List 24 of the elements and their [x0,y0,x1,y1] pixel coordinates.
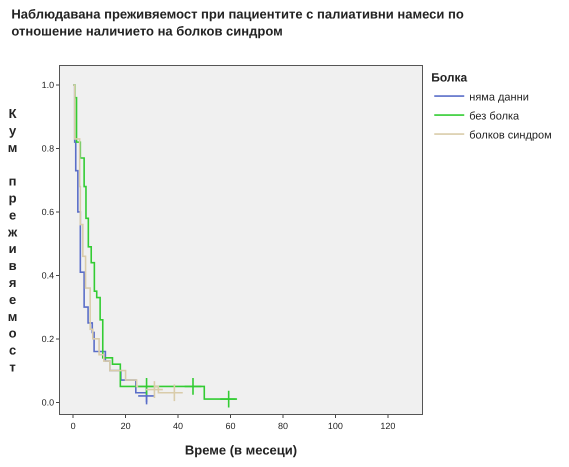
text: Кум преживяемост [8,106,18,374]
y-tick-label: 1.0 [42,80,54,90]
point [145,380,164,399]
legend-label: болков синдром [469,129,552,142]
point [137,377,156,396]
y-tick-label: 0.4 [42,270,54,281]
x-tick-label: 60 [226,420,236,431]
point [184,377,202,396]
x-tick-label: 120 [380,420,396,431]
y-tick-label: 0.2 [42,334,54,344]
x-tick-label: 100 [328,420,343,431]
chart-title: Наблюдавана преживяемост при пациентите с палиативни намеси по отношение наличието на болков синдром [11,6,464,39]
x-tick-label: 80 [278,420,288,431]
y-tick-label: 0.8 [42,144,54,154]
y-tick-label: 0.6 [42,207,54,218]
x-axis-title: Време (в месеци) [184,442,298,458]
x-tick-label: 40 [173,420,184,431]
y-tick-label: 0.0 [42,397,54,408]
legend-label: без болка [469,110,520,122]
x-tick-label: 20 [120,420,131,431]
legend-title: Болка [431,70,468,85]
legend-label: няма данни [469,91,529,104]
x-tick-label: 0 [70,420,76,431]
point [219,390,238,408]
